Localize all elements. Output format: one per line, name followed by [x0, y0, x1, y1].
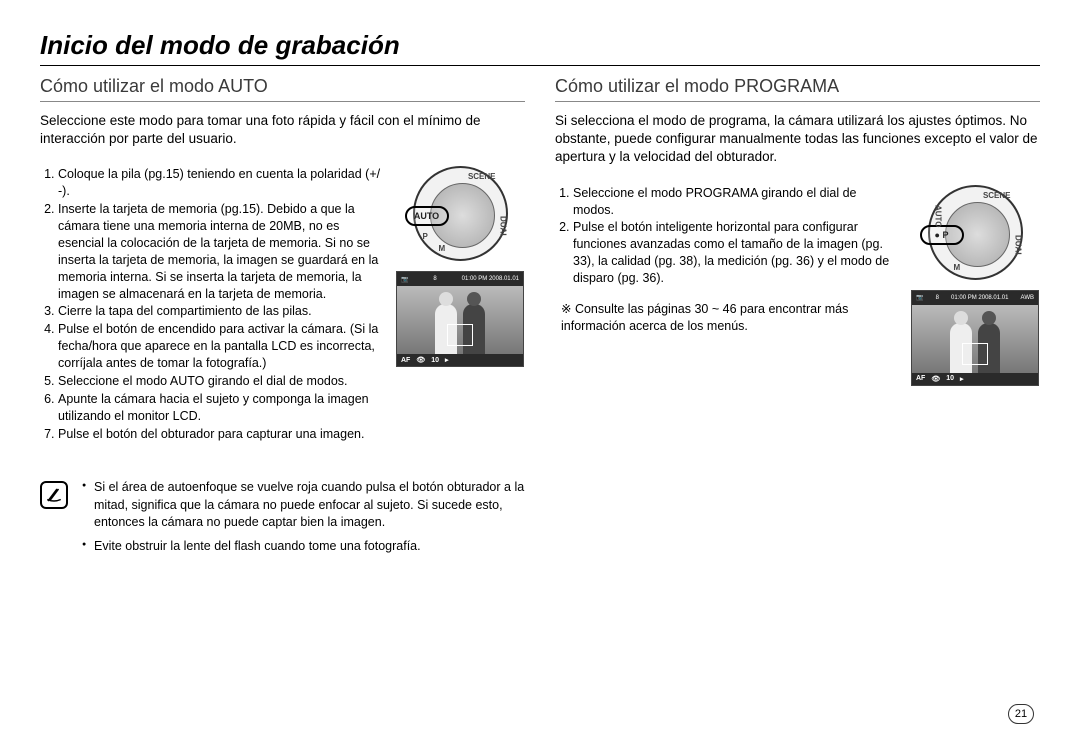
auto-step: Inserte la tarjeta de memoria (pg.15). D… — [58, 201, 383, 302]
dial-label: SCENE — [983, 191, 1011, 200]
lcd-datetime: 01:00 PM 2008.01.01 — [462, 276, 519, 282]
lcd-counter: 8 — [433, 276, 436, 282]
program-text-block: Seleccione el modo PROGRAMA girando el d… — [555, 185, 898, 335]
lcd-photo-area — [912, 305, 1038, 373]
auto-section-title: Cómo utilizar el modo AUTO — [40, 76, 525, 102]
lcd-datetime: 01:00 PM 2008.01.01 — [951, 295, 1008, 301]
auto-step: Pulse el botón de encendido para activar… — [58, 321, 383, 372]
eye-icon: 👁 — [931, 375, 940, 383]
dial-label: DUAL — [1014, 235, 1023, 257]
program-reference-note: ※ Consulte las páginas 30 ~ 46 para enco… — [561, 301, 898, 335]
note-item: Evite obstruir la lente del flash cuando… — [82, 538, 525, 556]
auto-step: Coloque la pila (pg.15) teniendo en cuen… — [58, 166, 383, 200]
dial-selected-mode: ● P — [920, 225, 964, 245]
awb-label: AWB — [1021, 295, 1034, 301]
lcd-preview-auto: 📷 8 01:00 PM 2008.01.01 AF 👁 10 ▸ — [396, 271, 524, 367]
note-item: Si el área de autoenfoque se vuelve roja… — [82, 479, 525, 532]
lcd-photo-area — [397, 286, 523, 354]
dial-label: M — [954, 263, 961, 272]
note-icon — [40, 481, 68, 509]
page-title: Inicio del modo de grabación — [40, 30, 1040, 66]
dial-label: SCENE — [468, 172, 496, 181]
af-label: AF — [401, 357, 410, 364]
shots-left: 10 — [431, 357, 439, 364]
dial-label: P — [423, 232, 428, 241]
dial-selected-mode: AUTO — [405, 206, 449, 226]
auto-step: Apunte la cámara hacia el sujeto y compo… — [58, 391, 383, 425]
auto-step: Seleccione el modo AUTO girando el dial … — [58, 373, 383, 390]
mode-dial-auto-illustration: AUTO SCENE DUAL M P — [413, 166, 508, 261]
dial-label: AUTO — [934, 205, 943, 228]
auto-step: Cierre la tapa del compartimiento de las… — [58, 303, 383, 320]
camera-icon: 📷 — [401, 276, 408, 283]
auto-note-list: Si el área de autoenfoque se vuelve roja… — [82, 479, 525, 561]
camera-icon: 📷 — [916, 294, 923, 301]
lcd-preview-program: 📷 8 01:00 PM 2008.01.01 AWB AF 👁 10 — [911, 290, 1039, 386]
left-column: Cómo utilizar el modo AUTO Seleccione es… — [40, 76, 525, 561]
arrow-icon: ▸ — [445, 356, 449, 364]
program-section-title: Cómo utilizar el modo PROGRAMA — [555, 76, 1040, 102]
two-column-layout: Cómo utilizar el modo AUTO Seleccione es… — [40, 76, 1040, 561]
auto-steps-row: Coloque la pila (pg.15) teniendo en cuen… — [40, 166, 525, 443]
dial-label: M — [439, 244, 446, 253]
page-number: 21 — [1008, 704, 1034, 724]
lcd-counter: 8 — [936, 295, 939, 301]
auto-intro-text: Seleccione este modo para tomar una foto… — [40, 112, 525, 148]
auto-steps-list: Coloque la pila (pg.15) teniendo en cuen… — [40, 166, 383, 443]
shots-left: 10 — [946, 375, 954, 382]
program-intro-text: Si selecciona el modo de programa, la cá… — [555, 112, 1040, 167]
eye-icon: 👁 — [416, 356, 425, 364]
program-illustrations: ● P SCENE DUAL AUTO M 📷 8 01:00 PM 2008.… — [910, 185, 1040, 386]
arrow-icon: ▸ — [960, 375, 964, 383]
auto-step: Pulse el botón del obturador para captur… — [58, 426, 383, 443]
program-step: Pulse el botón inteligente horizontal pa… — [573, 219, 898, 287]
dial-label: DUAL — [499, 216, 508, 238]
mode-dial-program-illustration: ● P SCENE DUAL AUTO M — [928, 185, 1023, 280]
focus-box — [447, 324, 473, 346]
auto-note-box: Si el área de autoenfoque se vuelve roja… — [40, 479, 525, 561]
focus-box — [962, 343, 988, 365]
program-steps-list: Seleccione el modo PROGRAMA girando el d… — [555, 185, 898, 287]
auto-illustrations: AUTO SCENE DUAL M P 📷 8 01:00 PM 2008.01… — [395, 166, 525, 367]
af-label: AF — [916, 375, 925, 382]
right-column: Cómo utilizar el modo PROGRAMA Si selecc… — [555, 76, 1040, 561]
program-steps-row: Seleccione el modo PROGRAMA girando el d… — [555, 185, 1040, 386]
program-step: Seleccione el modo PROGRAMA girando el d… — [573, 185, 898, 219]
